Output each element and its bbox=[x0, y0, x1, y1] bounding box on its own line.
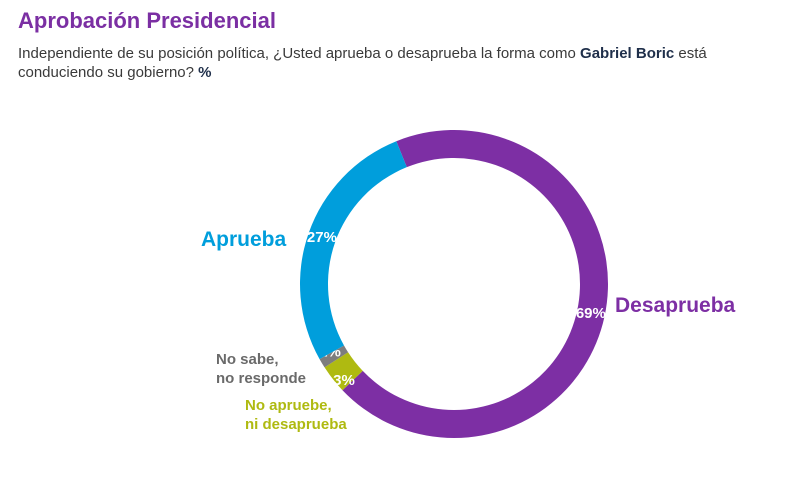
legend-label-ni-line-1: No apruebe, bbox=[245, 397, 332, 414]
chart-question: Independiente de su posición política, ¿… bbox=[18, 44, 788, 82]
legend-label-no-sabe-line-2: no responde bbox=[216, 370, 307, 387]
donut-slice-ni bbox=[324, 352, 363, 391]
question-text-end: está conduciendo su gobierno? bbox=[18, 45, 707, 81]
legend-label-aprueba: Aprueba bbox=[201, 228, 287, 251]
legend-label-no-sabe: No sabe, no responde bbox=[216, 350, 306, 388]
question-text-start: Independiente de su posición política, ¿… bbox=[18, 45, 581, 62]
donut-slice-no-sabe bbox=[319, 345, 349, 368]
chart-title: Aprobación Presidencial bbox=[18, 8, 276, 33]
legend-label-no-sabe-line-1: No sabe, bbox=[216, 351, 279, 368]
legend-label-ni: No apruebe, ni desaprueba bbox=[245, 396, 347, 434]
donut-slice-aprueba bbox=[299, 141, 407, 360]
legend-label-ni-line-2: ni desaprueba bbox=[245, 416, 347, 433]
donut-slice-desaprueba bbox=[342, 129, 608, 438]
donut-value-label-desaprueba: 69% bbox=[576, 305, 606, 322]
donut-value-label-aprueba: 27% bbox=[307, 229, 337, 246]
donut-value-label-ni: 3% bbox=[333, 372, 355, 389]
question-name: Gabriel Boric bbox=[580, 45, 675, 62]
question-unit: % bbox=[198, 64, 212, 81]
legend-label-desaprueba: Desaprueba bbox=[615, 294, 736, 317]
